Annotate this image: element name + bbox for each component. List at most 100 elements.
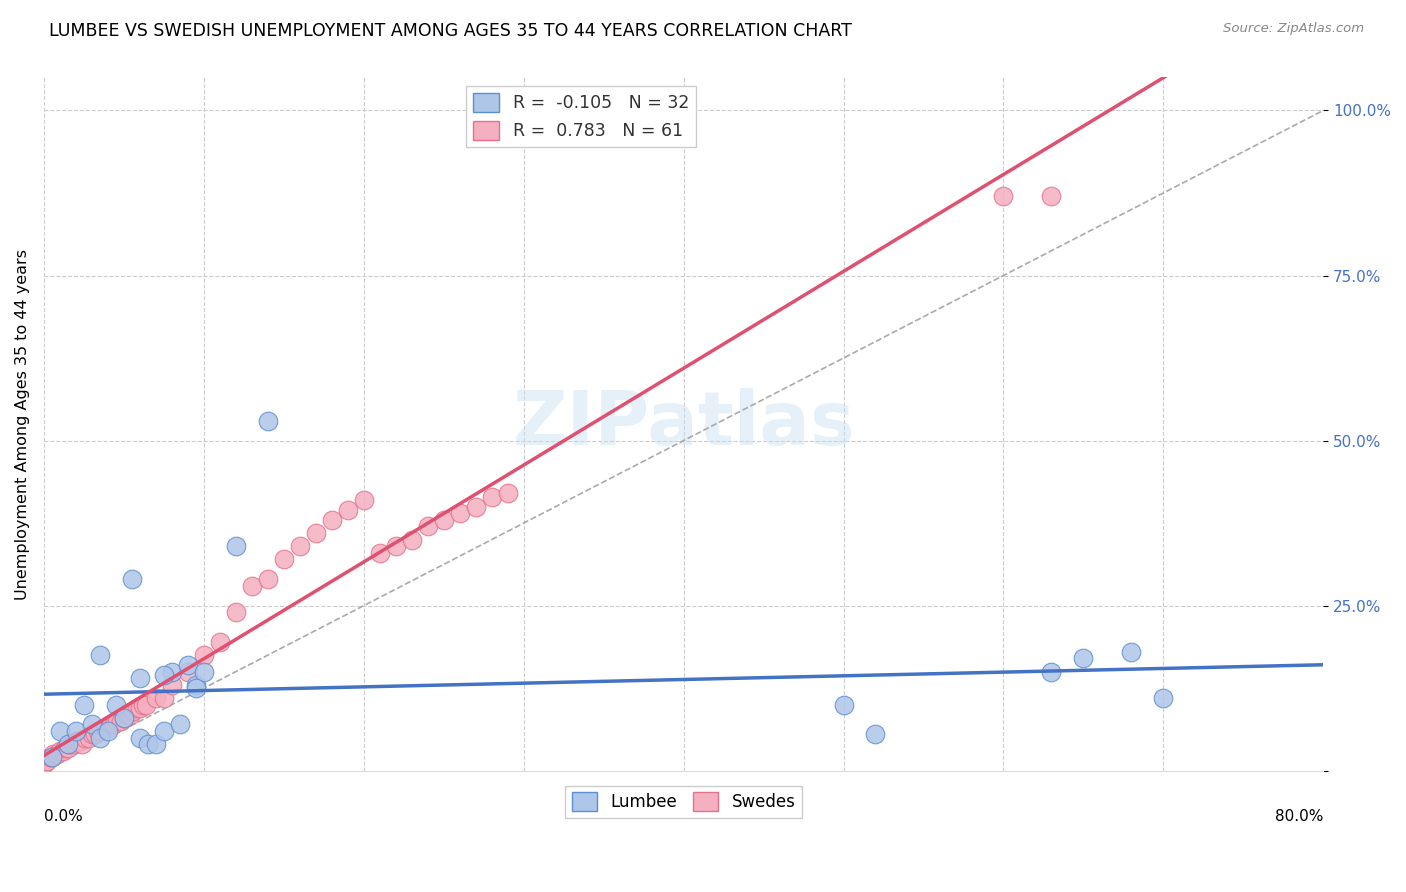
Point <box>273 552 295 566</box>
Point <box>84 727 107 741</box>
Point <box>53 740 76 755</box>
Point <box>125 701 148 715</box>
Point <box>193 665 215 679</box>
Point <box>153 691 176 706</box>
Point <box>336 503 359 517</box>
Point <box>353 493 375 508</box>
Legend: Lumbee, Swedes: Lumbee, Swedes <box>565 786 803 818</box>
Point <box>72 737 94 751</box>
Point <box>384 539 406 553</box>
Point <box>496 486 519 500</box>
Text: Source: ZipAtlas.com: Source: ZipAtlas.com <box>1223 22 1364 36</box>
Point <box>73 698 96 712</box>
Point <box>145 737 167 751</box>
Point <box>481 490 503 504</box>
Point <box>80 727 103 741</box>
Point <box>80 717 103 731</box>
Point <box>107 714 129 729</box>
Point <box>62 737 84 751</box>
Point <box>256 572 278 586</box>
Point <box>135 698 157 712</box>
Point <box>35 754 58 768</box>
Point <box>288 539 311 553</box>
Point <box>184 678 207 692</box>
Point <box>89 731 111 745</box>
Point <box>121 572 143 586</box>
Point <box>52 744 75 758</box>
Point <box>321 513 343 527</box>
Point <box>41 750 63 764</box>
Point <box>77 731 100 745</box>
Point <box>225 539 247 553</box>
Point <box>1121 645 1143 659</box>
Point <box>41 750 63 764</box>
Point <box>433 513 456 527</box>
Text: 80.0%: 80.0% <box>1275 809 1323 824</box>
Point <box>65 724 87 739</box>
Point <box>240 579 263 593</box>
Point <box>90 724 112 739</box>
Point <box>160 678 183 692</box>
Point <box>56 740 79 755</box>
Point <box>193 648 215 662</box>
Point <box>67 734 90 748</box>
Point <box>65 734 87 748</box>
Point <box>401 533 423 547</box>
Point <box>49 744 72 758</box>
Point <box>177 658 200 673</box>
Point <box>153 668 176 682</box>
Point <box>169 717 191 731</box>
Point <box>177 665 200 679</box>
Point <box>449 506 471 520</box>
Text: ZIPatlas: ZIPatlas <box>512 387 855 460</box>
Point <box>112 711 135 725</box>
Point <box>132 698 155 712</box>
Point <box>103 717 125 731</box>
Point <box>464 500 486 514</box>
Point <box>39 750 62 764</box>
Point <box>120 707 142 722</box>
Point <box>112 711 135 725</box>
Point <box>305 526 328 541</box>
Point <box>75 731 97 745</box>
Point <box>153 724 176 739</box>
Point <box>1152 691 1174 706</box>
Point <box>115 707 138 722</box>
Point <box>97 724 120 739</box>
Text: 0.0%: 0.0% <box>44 809 83 824</box>
Point <box>145 691 167 706</box>
Point <box>42 747 65 762</box>
Point <box>104 698 127 712</box>
Point <box>56 737 79 751</box>
Point <box>93 721 115 735</box>
Point <box>97 721 120 735</box>
Point <box>865 727 887 741</box>
Point <box>128 701 150 715</box>
Y-axis label: Unemployment Among Ages 35 to 44 years: Unemployment Among Ages 35 to 44 years <box>15 249 30 599</box>
Point <box>832 698 855 712</box>
Point <box>160 665 183 679</box>
Point <box>225 605 247 619</box>
Point <box>1040 665 1063 679</box>
Point <box>89 648 111 662</box>
Point <box>122 704 145 718</box>
Point <box>208 635 231 649</box>
Point <box>993 189 1015 203</box>
Point <box>58 737 80 751</box>
Point <box>49 724 72 739</box>
Point <box>100 717 122 731</box>
Point <box>1073 651 1095 665</box>
Point <box>256 414 278 428</box>
Text: LUMBEE VS SWEDISH UNEMPLOYMENT AMONG AGES 35 TO 44 YEARS CORRELATION CHART: LUMBEE VS SWEDISH UNEMPLOYMENT AMONG AGE… <box>49 22 852 40</box>
Point <box>110 714 132 729</box>
Point <box>184 681 207 695</box>
Point <box>128 731 150 745</box>
Point <box>368 546 391 560</box>
Point <box>1040 189 1063 203</box>
Point <box>87 724 110 739</box>
Point <box>416 519 439 533</box>
Point <box>32 757 55 772</box>
Point <box>45 747 67 762</box>
Point <box>128 671 150 685</box>
Point <box>136 737 159 751</box>
